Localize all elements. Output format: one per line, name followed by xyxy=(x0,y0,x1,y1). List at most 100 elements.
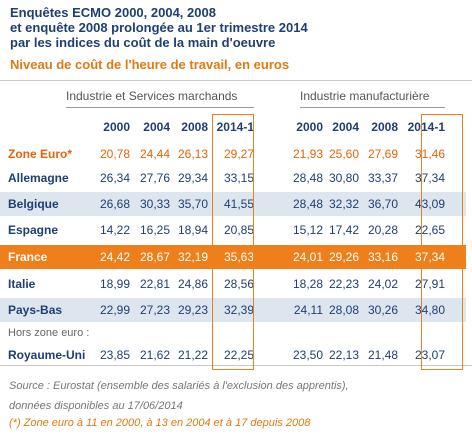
table-row: Belgique 26,68 30,33 35,70 41,55 28,48 32,32 36… xyxy=(0,192,466,216)
table-cell: 28,56 xyxy=(223,277,254,291)
table-cell: 24,01 xyxy=(292,250,323,264)
table-cell: 32,39 xyxy=(223,303,254,317)
table-cell: 26,34 xyxy=(99,171,130,185)
table-cell: 35,70 xyxy=(177,197,208,211)
table-cell: 29,27 xyxy=(223,147,254,161)
column-header: 2008 xyxy=(371,120,398,134)
divider xyxy=(0,365,472,366)
column-header: 2014-1 xyxy=(216,120,254,134)
table-cell: 16,25 xyxy=(139,223,170,237)
table-cell: 28,67 xyxy=(139,250,170,264)
row-label: Pays-Bas xyxy=(8,303,63,317)
table-row: Royaume-Uni 23,85 21,62 21,22 22,25 23,50 22,1… xyxy=(0,343,466,367)
table-cell: 22,65 xyxy=(414,223,445,237)
hors-zone-label: Hors zone euro : xyxy=(8,327,90,339)
divider xyxy=(0,80,472,81)
footnote: (*) Zone euro à 11 en 2000, à 13 en 2004… xyxy=(9,417,311,429)
table-cell: 31,46 xyxy=(414,147,445,161)
row-label: France xyxy=(8,250,48,264)
row-label: Royaume-Uni xyxy=(8,348,86,362)
table-cell: 23,85 xyxy=(99,348,130,362)
table-cell: 21,48 xyxy=(367,348,398,362)
table-cell: 15,12 xyxy=(292,223,323,237)
table-cell: 21,62 xyxy=(139,348,170,362)
table-cell: 32,19 xyxy=(177,250,208,264)
table-cell: 34,80 xyxy=(414,303,445,317)
row-label: Espagne xyxy=(8,223,59,237)
table-cell: 23,07 xyxy=(414,348,445,362)
table-cell: 20,78 xyxy=(99,147,130,161)
table-cell: 24,02 xyxy=(367,277,398,291)
table-cell: 14,22 xyxy=(99,223,130,237)
source-line: données disponibles au 17/06/2014 xyxy=(9,400,183,412)
table-cell: 22,13 xyxy=(328,348,359,362)
column-header: 2004 xyxy=(332,120,359,134)
row-label: Belgique xyxy=(8,197,59,211)
table-cell: 21,22 xyxy=(177,348,208,362)
table-cell: 29,34 xyxy=(177,171,208,185)
group-header-ism: Industrie et Services marchands xyxy=(66,89,238,103)
table-row: Pays-Bas 22,99 27,23 29,23 32,39 24,11 28,08 30… xyxy=(0,298,466,322)
table-cell: 30,26 xyxy=(367,303,398,317)
row-label: Allemagne xyxy=(8,171,69,185)
highlight-box-2014-ism xyxy=(212,114,254,370)
table-cell: 21,93 xyxy=(292,147,323,161)
table-cell: 43,09 xyxy=(414,197,445,211)
table-cell: 22,99 xyxy=(99,303,130,317)
table-cell: 17,42 xyxy=(328,223,359,237)
group-header-im: Industrie manufacturière xyxy=(300,89,430,103)
table-cell: 24,42 xyxy=(99,250,130,264)
table-cell: 33,16 xyxy=(367,250,398,264)
table-cell: 28,48 xyxy=(292,197,323,211)
table-cell: 30,80 xyxy=(328,171,359,185)
table-cell: 27,76 xyxy=(139,171,170,185)
chart-subtitle: Niveau de coût de l'heure de travail, en… xyxy=(10,57,290,72)
row-label: Zone Euro* xyxy=(8,147,73,161)
table-cell: 29,23 xyxy=(177,303,208,317)
table-cell: 24,44 xyxy=(139,147,170,161)
table-cell: 29,26 xyxy=(328,250,359,264)
table-cell: 27,23 xyxy=(139,303,170,317)
table-cell: 18,28 xyxy=(292,277,323,291)
source-note: Source : Eurostat (ensemble des salariés… xyxy=(9,376,349,416)
table-row: Zone Euro* 20,78 24,44 26,13 29,27 21,93 25,60… xyxy=(0,142,466,166)
group-underline xyxy=(66,107,254,108)
title-line: par les indices du coût de la main d'oeu… xyxy=(10,35,276,50)
table-cell: 22,23 xyxy=(328,277,359,291)
table-cell: 26,68 xyxy=(99,197,130,211)
table-cell: 23,50 xyxy=(292,348,323,362)
title-line: et enquête 2008 prolongée au 1er trimest… xyxy=(10,20,308,35)
table-cell: 33,37 xyxy=(367,171,398,185)
table-cell: 32,32 xyxy=(328,197,359,211)
table-cell: 24,11 xyxy=(293,303,323,317)
table-cell: 20,28 xyxy=(367,223,398,237)
table-row: Espagne 14,22 16,25 18,94 20,85 15,12 17,42 20,… xyxy=(0,218,466,242)
table-cell: 37,34 xyxy=(414,250,445,264)
table-cell: 25,60 xyxy=(328,147,359,161)
table-cell: 27,91 xyxy=(414,277,445,291)
table-cell: 41,55 xyxy=(223,197,254,211)
table-cell: 35,63 xyxy=(223,250,254,264)
table-cell: 26,13 xyxy=(177,147,208,161)
row-label: Italie xyxy=(8,277,36,291)
highlight-box-2014-im xyxy=(421,114,463,370)
table-cell: 27,69 xyxy=(367,147,398,161)
table-cell: 28,08 xyxy=(328,303,359,317)
column-header: 2000 xyxy=(103,120,130,134)
title-line: Enquêtes ECMO 2000, 2004, 2008 xyxy=(10,5,216,20)
table-cell: 37,34 xyxy=(414,171,445,185)
table-row: France 24,42 28,67 32,19 35,63 24,01 29,26 33,1… xyxy=(0,245,466,269)
table-cell: 18,99 xyxy=(99,277,130,291)
table-cell: 24,86 xyxy=(177,277,208,291)
table-cell: 18,94 xyxy=(177,223,208,237)
source-line: Source : Eurostat (ensemble des salariés… xyxy=(9,380,349,392)
chart-title: Enquêtes ECMO 2000, 2004, 2008 et enquêt… xyxy=(10,5,308,50)
table-cell: 28,48 xyxy=(292,171,323,185)
table-cell: 36,70 xyxy=(367,197,398,211)
column-header: 2014-1 xyxy=(407,120,445,134)
table-cell: 20,85 xyxy=(223,223,254,237)
column-header: 2008 xyxy=(181,120,208,134)
column-header: 2000 xyxy=(296,120,323,134)
table-cell: 22,25 xyxy=(223,348,254,362)
table-cell: 22,81 xyxy=(139,277,170,291)
